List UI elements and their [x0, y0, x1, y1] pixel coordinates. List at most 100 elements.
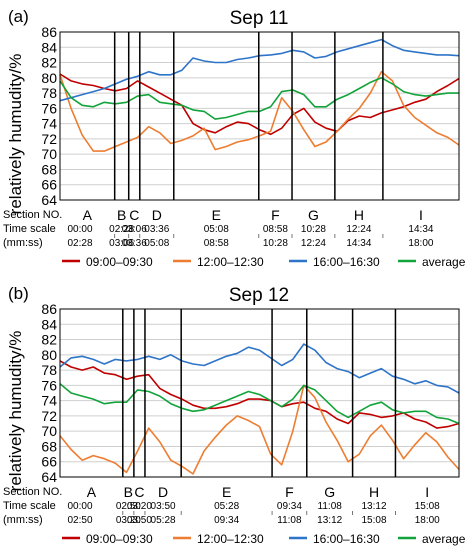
section-name: A: [83, 207, 93, 223]
panel-label: (a): [8, 7, 29, 26]
section-start-time: 12:24: [346, 224, 371, 235]
y-axis-label: relatively humudity/%: [6, 54, 25, 215]
y-tick-label: 66: [41, 177, 57, 193]
section-end-time: 03:06: [109, 238, 134, 249]
series-line-3: [59, 343, 460, 394]
y-tick-label: 84: [41, 316, 57, 332]
section-end-time: 14:34: [346, 238, 371, 249]
section-end-time: 10:28: [263, 238, 288, 249]
unit-row-label: (mm:ss): [3, 237, 43, 249]
section-name: F: [271, 207, 280, 223]
series-line-2: [59, 384, 460, 475]
y-tick-label: 64: [41, 192, 57, 208]
legend-label-2: 12:00–12:30: [197, 255, 264, 269]
y-tick-label: 78: [41, 362, 57, 378]
y-tick-label: 82: [41, 55, 57, 71]
section-end-time: 15:08: [362, 515, 387, 526]
section-name: G: [324, 484, 335, 500]
section-end-time: 13:12: [317, 515, 342, 526]
section-end-time: 03:20: [116, 515, 141, 526]
section-start-time: 02:28: [109, 224, 134, 235]
time-row-label: Time scale: [3, 223, 56, 235]
legend-label-2: 12:00–12:30: [197, 532, 264, 546]
y-tick-label: 68: [41, 438, 57, 454]
y-tick-label: 80: [41, 70, 57, 86]
y-tick-label: 74: [41, 393, 57, 409]
section-name: F: [285, 484, 294, 500]
section-end-time: 18:00: [415, 515, 440, 526]
chart-title: Sep 11: [230, 8, 289, 29]
y-tick-label: 86: [41, 301, 57, 317]
section-name: I: [425, 484, 429, 500]
y-tick-label: 68: [41, 161, 57, 177]
y-tick-label: 64: [41, 469, 57, 485]
section-name: C: [129, 207, 139, 223]
legend-label-4: average: [422, 532, 466, 546]
section-row-label: Section NO.: [3, 486, 62, 498]
y-tick-label: 70: [41, 423, 57, 439]
y-tick-label: 80: [41, 347, 57, 363]
section-start-time: 15:08: [415, 501, 440, 512]
legend-label-1: 09:00–09:30: [86, 255, 153, 269]
y-tick-label: 72: [41, 408, 57, 424]
section-start-time: 03:06: [122, 224, 147, 235]
section-end-time: 05:28: [151, 515, 176, 526]
legend-label-4: average: [422, 255, 466, 269]
section-start-time: 11:08: [318, 501, 343, 512]
section-start-time: 03:50: [151, 501, 176, 512]
y-tick-label: 66: [41, 454, 57, 470]
section-start-time: 08:58: [263, 224, 288, 235]
y-tick-label: 72: [41, 131, 57, 147]
y-tick-label: 74: [41, 116, 57, 132]
y-axis-label: relatively humudity/%: [6, 331, 25, 492]
section-name: G: [308, 207, 319, 223]
unit-row-label: (mm:ss): [3, 514, 43, 526]
section-end-time: 02:50: [67, 515, 92, 526]
section-end-time: 18:00: [408, 238, 433, 249]
section-end-time: 08:58: [204, 238, 229, 249]
panel-label: (b): [8, 284, 29, 303]
plot-frame: [59, 308, 460, 478]
section-start-time: 13:12: [362, 501, 387, 512]
chart-title: Sep 12: [229, 285, 289, 306]
y-tick-label: 86: [41, 24, 57, 40]
section-end-time: 03:36: [122, 238, 147, 249]
legend-label-1: 09:00–09:30: [86, 532, 153, 546]
y-tick-label: 82: [41, 332, 57, 348]
legend-label-3: 16:00–16:30: [313, 532, 380, 546]
section-name: D: [152, 207, 162, 223]
section-start-time: 09:34: [277, 501, 302, 512]
section-end-time: 05:08: [144, 238, 169, 249]
series-line-1: [59, 360, 460, 429]
section-name: A: [87, 484, 97, 500]
y-tick-label: 76: [41, 377, 57, 393]
section-start-time: 10:28: [301, 224, 326, 235]
section-start-time: 02:50: [116, 501, 141, 512]
section-name: B: [117, 207, 126, 223]
section-start-time: 05:28: [214, 501, 239, 512]
section-name: H: [369, 484, 379, 500]
section-start-time: 00:00: [67, 501, 92, 512]
y-tick-label: 78: [41, 85, 57, 101]
section-start-time: 03:36: [144, 224, 169, 235]
y-tick-label: 84: [41, 39, 57, 55]
section-end-time: 03:50: [127, 515, 152, 526]
series-line-4: [59, 383, 460, 425]
section-start-time: 03:20: [127, 501, 152, 512]
y-tick-label: 70: [41, 146, 57, 162]
plot-frame: [59, 31, 460, 201]
section-name: D: [158, 484, 168, 500]
section-end-time: 09:34: [214, 515, 239, 526]
section-end-time: 12:24: [301, 238, 326, 249]
section-name: E: [222, 484, 231, 500]
section-start-time: 05:08: [204, 224, 229, 235]
time-row-label: Time scale: [3, 500, 56, 512]
section-name: C: [134, 484, 144, 500]
section-end-time: 11:08: [277, 515, 302, 526]
section-start-time: 00:00: [67, 224, 92, 235]
legend-label-3: 16:00–16:30: [313, 255, 380, 269]
section-name: I: [419, 207, 423, 223]
